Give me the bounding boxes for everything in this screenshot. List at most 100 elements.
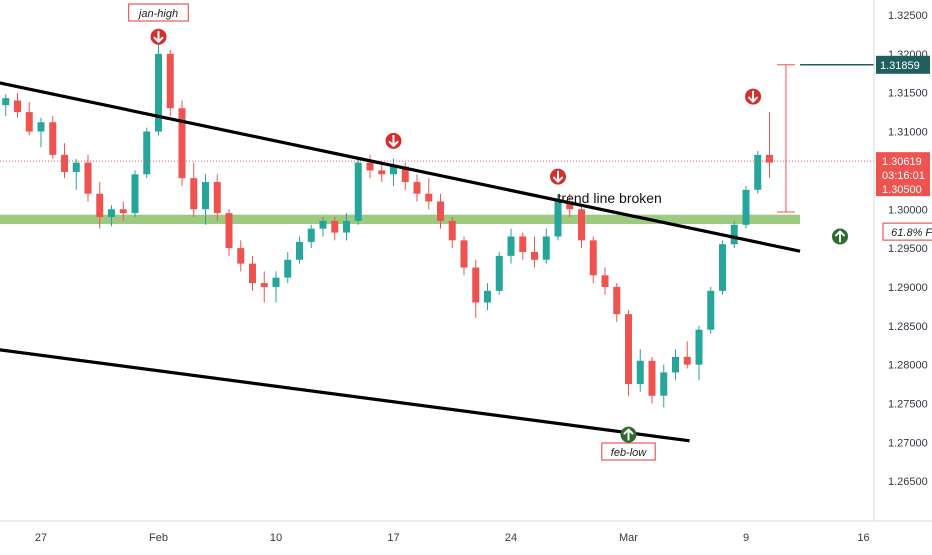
- candle-body: [401, 166, 409, 183]
- candle-body: [636, 360, 644, 385]
- candle-body: [648, 360, 656, 396]
- annotation-label: 61.8% Fibo: [891, 227, 932, 239]
- time-tick-label: 27: [35, 532, 47, 544]
- candle-body: [448, 220, 456, 241]
- marker-arrow: [748, 90, 759, 103]
- candle-body: [625, 314, 632, 385]
- candle-body: [119, 209, 127, 214]
- candle-body: [319, 220, 327, 229]
- arrow-up-icon: [620, 426, 637, 443]
- marker-arrow: [623, 428, 634, 441]
- candle-body: [766, 154, 773, 163]
- candle-body: [378, 170, 386, 175]
- candle-body: [202, 182, 209, 210]
- candle-body: [178, 108, 186, 179]
- candle-body: [683, 356, 691, 365]
- candle-body: [272, 277, 280, 287]
- candle-body: [366, 162, 374, 171]
- candle-body: [707, 290, 715, 330]
- annotation-box: [882, 222, 932, 241]
- candle-body: [284, 259, 292, 278]
- price-labels-layer: 1.31859 1.30619 03:16:01 1.30500: [876, 55, 930, 197]
- arrow-down-icon: [385, 132, 402, 149]
- marker-arrow: [553, 170, 563, 183]
- target-price-text: 1.31859: [880, 60, 920, 72]
- candle-body: [354, 162, 362, 221]
- candle-body: [213, 182, 221, 214]
- arrow-down-icon: [550, 168, 566, 185]
- candle-body: [131, 174, 139, 214]
- time-tick-label: 16: [857, 532, 869, 544]
- current-price-label: [876, 152, 930, 197]
- candle-body: [96, 193, 104, 218]
- arrow-down-icon: [150, 28, 167, 45]
- price-tick-label: 1.28500: [888, 321, 928, 333]
- candle-body: [331, 220, 339, 233]
- annotation-label: jan-high: [137, 8, 178, 20]
- time-tick-label: 17: [387, 532, 399, 544]
- candle-body: [14, 100, 21, 113]
- annotations-layer: jan-high trend line broken 61.8% Fibo feb-l…: [128, 3, 932, 461]
- candle-body: [61, 154, 68, 172]
- candle-body: [307, 228, 315, 242]
- candle-body: [742, 189, 750, 225]
- price-tick-label: 1.27000: [888, 437, 928, 449]
- candle-body: [413, 182, 421, 194]
- drawing-overlays: [0, 28, 874, 443]
- price-tick-label: 1.30000: [888, 204, 928, 216]
- candle-body: [237, 248, 245, 264]
- alt-price-text: 1.30500: [882, 184, 922, 196]
- candle-body: [190, 178, 198, 210]
- candle-body: [519, 236, 527, 252]
- price-tick-label: 1.31500: [888, 88, 928, 100]
- candle-body: [249, 263, 256, 284]
- candle-body: [143, 131, 151, 175]
- price-tick-label: 1.28000: [888, 360, 928, 372]
- candles-layer: [0, 42, 801, 408]
- arrow-down-icon: [745, 88, 762, 105]
- candle-body: [155, 53, 162, 132]
- candle-body: [495, 255, 503, 291]
- annotation-box: [601, 442, 656, 461]
- candle-body: [460, 240, 468, 268]
- marker-arrow: [153, 30, 164, 43]
- candle-body: [578, 209, 585, 241]
- price-tick-label: 1.27500: [888, 399, 928, 411]
- candle-body: [507, 236, 515, 256]
- countdown-text: 03:16:01: [882, 170, 925, 182]
- annotation-text: trend line broken: [558, 190, 662, 206]
- candle-body: [84, 162, 92, 194]
- arrow-up-icon: [832, 228, 848, 245]
- candle-body: [754, 154, 762, 190]
- candle-body: [730, 224, 738, 245]
- candle-body: [49, 122, 57, 155]
- candle-body: [25, 112, 33, 132]
- candle-body: [589, 240, 597, 276]
- time-tick-label: 10: [270, 532, 282, 544]
- annotation-box: [128, 3, 189, 22]
- candle-body: [566, 201, 574, 210]
- marker-arrow: [835, 230, 845, 243]
- upper-trend-line[interactable]: [0, 69, 801, 253]
- candle-body: [601, 275, 609, 287]
- candle-body: [166, 53, 174, 109]
- candle-body: [425, 193, 433, 202]
- candle-body: [437, 201, 444, 221]
- marker-arrow: [388, 134, 399, 147]
- price-tick-label: 1.31000: [888, 127, 928, 139]
- candle-body: [343, 220, 350, 233]
- target-price-label: [876, 55, 930, 74]
- candle-body: [2, 98, 10, 106]
- time-tick-label: Mar: [619, 532, 638, 544]
- time-tick-label: 9: [743, 532, 749, 544]
- candle-body: [472, 267, 480, 303]
- support-zone: [0, 214, 801, 225]
- time-tick-label: 24: [505, 532, 517, 544]
- candle-body: [108, 209, 115, 218]
- lower-trend-line[interactable]: [0, 341, 690, 443]
- candle-body: [531, 251, 538, 260]
- candle-body: [390, 166, 397, 175]
